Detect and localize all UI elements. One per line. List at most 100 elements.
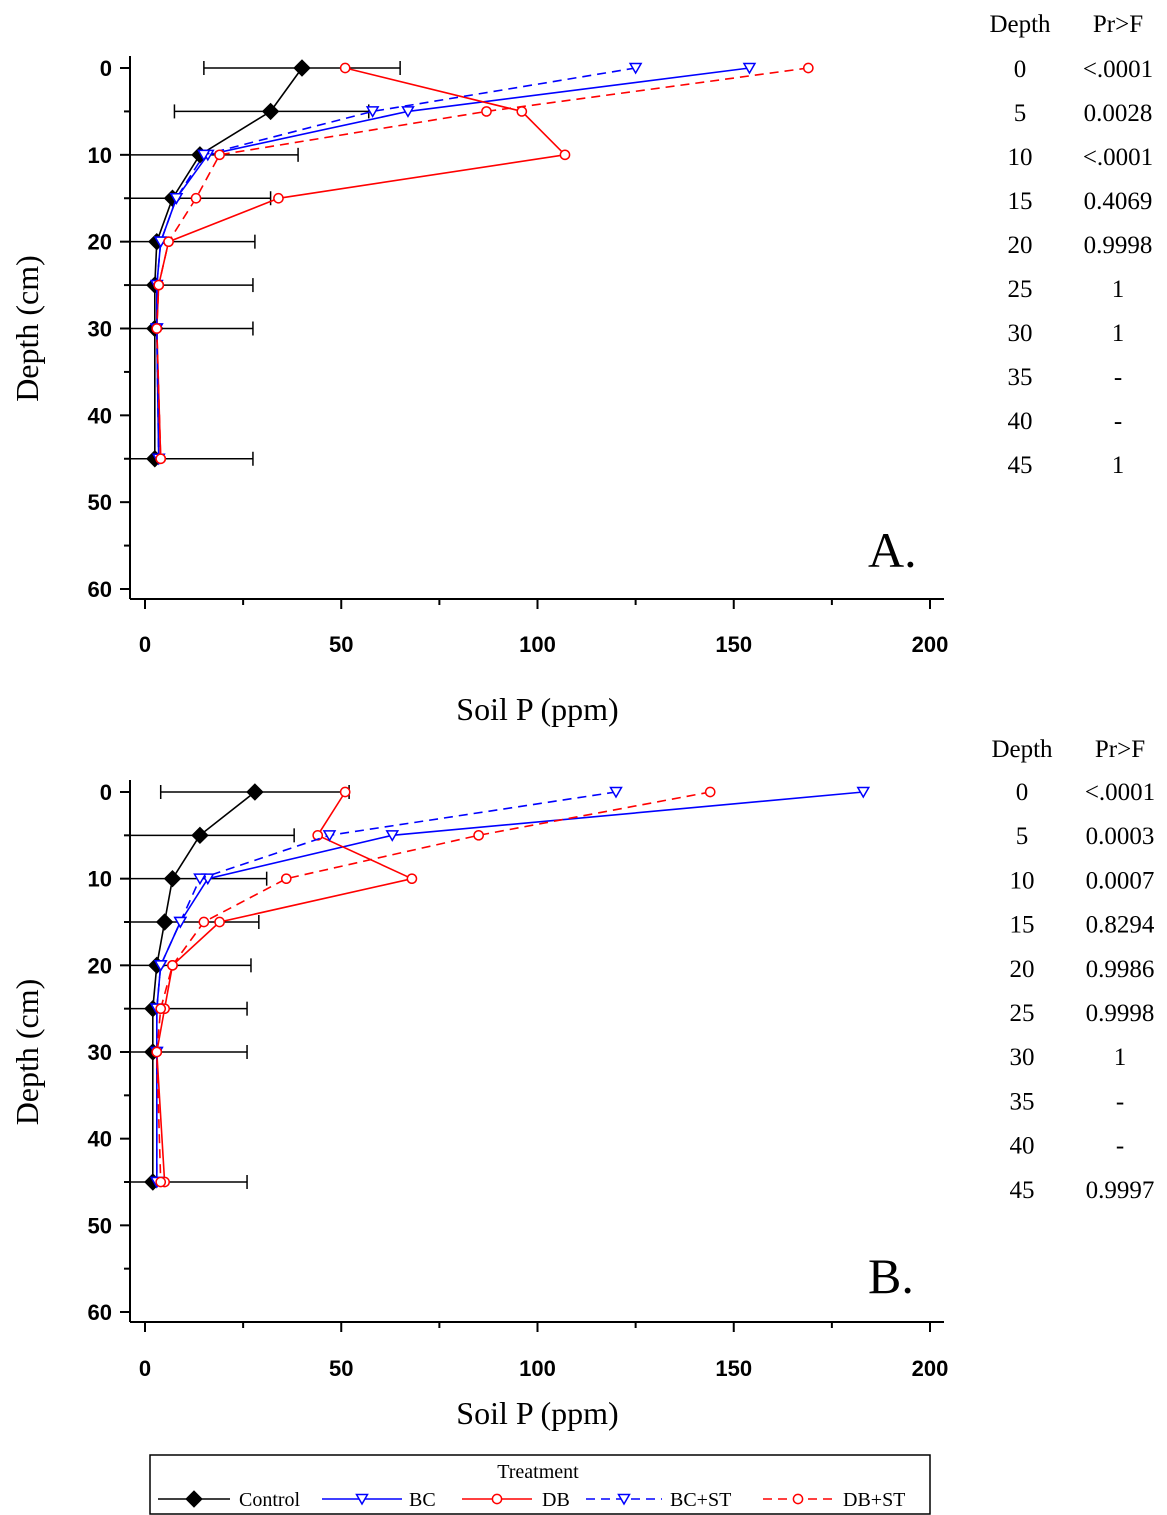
x-tick-label: 150 [715, 1356, 752, 1381]
legend: Treatment Control BC DB BC+ST DB+ST [149, 1454, 931, 1515]
table-cell-depth: 40 [1008, 408, 1033, 435]
y-tick-label: 10 [88, 867, 112, 892]
table-cell-pr-f: <.0001 [1085, 779, 1155, 806]
legend-label: BC+ST [670, 1489, 731, 1511]
table-cell-depth: 0 [1014, 56, 1027, 83]
x-tick-label: 50 [329, 1356, 353, 1381]
legend-entry-db: DB [462, 1489, 570, 1511]
y-tick-label: 20 [88, 230, 112, 255]
table-cell-pr-f: - [1116, 1088, 1124, 1115]
table-cell-pr-f: 0.0028 [1084, 100, 1153, 127]
table-cell-pr-f: 1 [1114, 1044, 1127, 1071]
series-control [130, 783, 350, 1191]
data-point [214, 916, 225, 928]
data-point [365, 106, 380, 118]
x-tick-label: 100 [519, 632, 556, 657]
table-cell-pr-f: 0.9986 [1086, 956, 1155, 983]
legend-entry-bc-plus-st: BC+ST [586, 1489, 731, 1511]
legend-title: Treatment [497, 1461, 579, 1483]
series-db-plus-st [151, 62, 814, 465]
table-cell-depth: 15 [1008, 188, 1033, 215]
data-point [197, 149, 211, 162]
series-bc [149, 62, 757, 466]
y-tick-label: 30 [88, 317, 112, 342]
x-tick-label: 100 [519, 1356, 556, 1381]
series-bc-plus-st [149, 62, 643, 466]
data-point [163, 869, 182, 888]
table-cell-depth: 10 [1008, 144, 1033, 171]
table-cell-pr-f: 0.0003 [1086, 823, 1155, 850]
legend-label: DB [542, 1489, 570, 1511]
data-point [704, 786, 716, 798]
table-cell-depth: 25 [1008, 276, 1033, 303]
series-line [156, 791, 617, 1182]
data-point [151, 1046, 163, 1058]
legend-marker [792, 1493, 804, 1505]
y-tick-label: 20 [88, 953, 112, 978]
data-point [742, 62, 757, 75]
y-axis-title: Depth (cm) [9, 255, 45, 402]
table-cell-depth: 10 [1010, 867, 1035, 894]
legend-label: DB+ST [843, 1489, 905, 1511]
panel-label: A. [868, 522, 917, 578]
y-tick-label: 0 [100, 56, 112, 81]
table-header-depth: Depth [989, 11, 1051, 38]
x-tick-label: 150 [715, 632, 752, 657]
series-bc-plus-st [149, 786, 623, 1189]
data-point [406, 873, 418, 885]
x-tick-label: 0 [139, 632, 151, 657]
table-cell-depth: 20 [1008, 232, 1033, 259]
x-tick-label: 0 [139, 1356, 151, 1381]
pr-f-table: Depth Pr>F 0 <.0001 5 0.0003 10 0.0007 15 0.8294 2… [991, 736, 1155, 1204]
table-cell-depth: 35 [1008, 364, 1033, 391]
y-axis-title: Depth (cm) [9, 979, 45, 1126]
data-point [280, 873, 292, 885]
data-point [191, 826, 209, 845]
table-header-pr-f: Pr>F [1095, 736, 1145, 763]
x-tick-label: 200 [912, 632, 949, 657]
table-cell-pr-f: 1 [1112, 452, 1125, 479]
x-tick-label: 200 [912, 1356, 949, 1381]
x-tick-label: 50 [329, 632, 353, 657]
legend-label: Control [239, 1489, 301, 1511]
table-cell-pr-f: - [1114, 408, 1122, 435]
series-line [154, 67, 303, 459]
data-point [293, 59, 311, 77]
legend-marker [185, 1490, 203, 1508]
y-tick-label: 50 [88, 490, 112, 515]
series-line [155, 67, 567, 459]
legend-marker [491, 1493, 503, 1505]
legend-entry-control: Control [158, 1489, 301, 1511]
table-cell-pr-f: - [1114, 364, 1122, 391]
data-point [167, 959, 178, 971]
data-point [856, 786, 871, 799]
data-point [559, 149, 571, 161]
series-line [156, 791, 864, 1182]
data-point [151, 323, 163, 334]
data-point [155, 1003, 167, 1015]
table-header-pr-f: Pr>F [1093, 11, 1143, 38]
legend-marker [617, 1493, 631, 1506]
table-cell-depth: 25 [1010, 1000, 1035, 1027]
data-point [155, 453, 167, 465]
data-point [261, 102, 280, 121]
table-cell-pr-f: 1 [1112, 276, 1125, 303]
y-tick-label: 60 [88, 577, 112, 602]
panel-label: B. [868, 1248, 914, 1304]
table-cell-pr-f: 0.9997 [1086, 1177, 1155, 1204]
data-point [214, 149, 225, 161]
table-cell-depth: 30 [1010, 1044, 1035, 1071]
table-cell-pr-f: 1 [1112, 320, 1125, 347]
table-cell-pr-f: 0.9998 [1086, 1000, 1155, 1027]
table-cell-depth: 35 [1010, 1088, 1035, 1115]
data-point [628, 62, 643, 75]
series-db-plus-st [151, 786, 716, 1188]
data-point [273, 192, 284, 204]
table-cell-depth: 5 [1014, 100, 1027, 127]
data-point [198, 916, 210, 928]
table-cell-pr-f: - [1116, 1133, 1124, 1160]
table-header-depth: Depth [991, 736, 1053, 763]
table-cell-depth: 5 [1016, 823, 1029, 850]
data-point [401, 106, 415, 118]
